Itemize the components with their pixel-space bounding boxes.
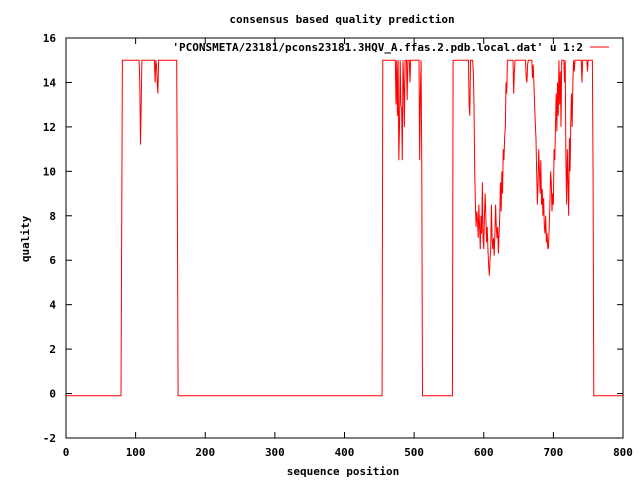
x-tick-label: 300: [265, 446, 285, 459]
x-tick-label: 700: [543, 446, 563, 459]
y-tick-label: -2: [43, 432, 56, 445]
x-tick-label: 100: [126, 446, 146, 459]
x-tick-label: 400: [335, 446, 355, 459]
y-tick-label: 6: [49, 254, 56, 267]
x-tick-label: 800: [613, 446, 633, 459]
y-tick-label: 2: [49, 343, 56, 356]
y-axis-label: quality: [19, 215, 32, 262]
y-tick-label: 16: [43, 32, 57, 45]
x-tick-label: 0: [63, 446, 70, 459]
x-axis-label: sequence position: [287, 465, 400, 478]
x-tick-label: 600: [474, 446, 494, 459]
y-tick-label: 12: [43, 121, 56, 134]
y-tick-label: 0: [49, 388, 56, 401]
plot-border: [65, 37, 624, 439]
x-tick-label: 200: [195, 446, 215, 459]
legend-entry-label: 'PCONSMETA/23181/pcons23181.3HQV_A.ffas.…: [172, 41, 583, 54]
x-tick-label: 500: [404, 446, 424, 459]
chart-title: consensus based quality prediction: [229, 13, 454, 26]
series-line: [66, 59, 623, 397]
legend: 'PCONSMETA/23181/pcons23181.3HQV_A.ffas.…: [172, 41, 609, 54]
axes: 0 100 200 300 400 500 600 700 800 -2 0 2 4 6 8 10 12 14 16: [43, 32, 633, 459]
plot-area: [66, 59, 623, 397]
y-tick-label: 10: [43, 165, 56, 178]
y-tick-label: 14: [43, 76, 57, 89]
y-tick-label: 4: [49, 299, 56, 312]
y-tick-label: 8: [49, 210, 56, 223]
